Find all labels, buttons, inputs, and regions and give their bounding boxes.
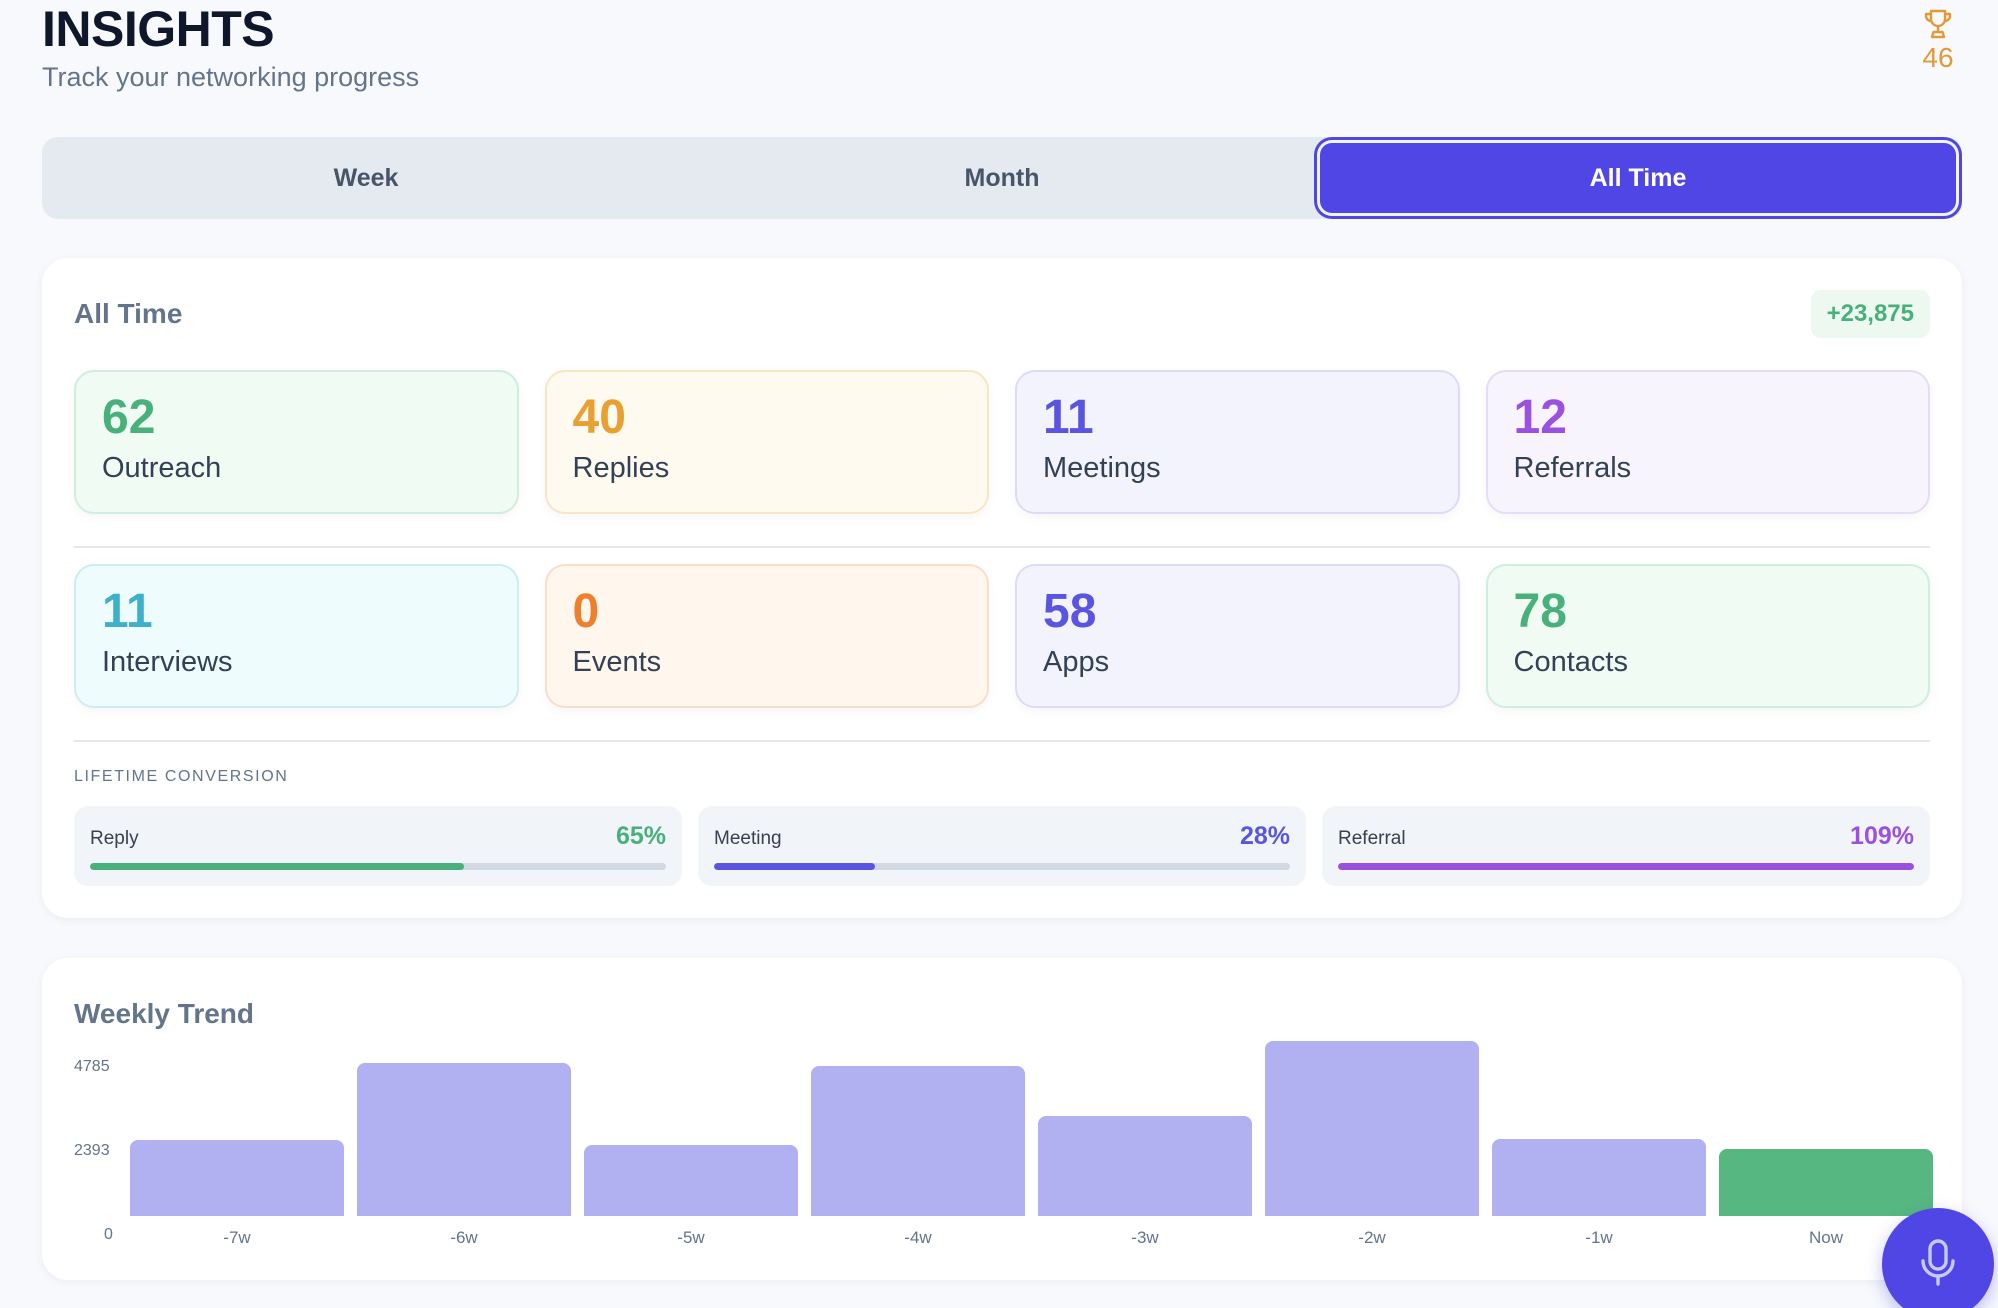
stat-label: Interviews bbox=[102, 646, 233, 678]
conversion-fill bbox=[1338, 863, 1914, 870]
stat-label: Contacts bbox=[1513, 646, 1628, 678]
conversion-label: Reply bbox=[90, 828, 139, 849]
chart-bar[interactable] bbox=[130, 1140, 344, 1216]
stat-value: 11 bbox=[1043, 391, 1094, 444]
stat-label: Replies bbox=[572, 452, 670, 484]
chart-title: Weekly Trend bbox=[74, 998, 255, 1029]
chart-bar[interactable] bbox=[811, 1066, 1025, 1216]
conversion-track bbox=[714, 863, 1290, 870]
page-title: INSIGHTS bbox=[42, 1, 275, 57]
tab-month[interactable]: Month bbox=[964, 163, 1040, 192]
stat-value: 40 bbox=[572, 391, 626, 444]
period-tabs: Week Month All Time bbox=[42, 137, 1962, 219]
microphone-icon bbox=[1918, 1237, 1958, 1292]
weekly-trend-chart: 4785 2393 0 -7w -6w -5w -4w -3w -2w -1w Now bbox=[42, 958, 1962, 1280]
chart-bar[interactable] bbox=[1719, 1149, 1933, 1216]
stat-card-referrals[interactable]: 12 Referrals bbox=[1485, 370, 1930, 514]
x-tick-label: Now bbox=[1808, 1228, 1843, 1247]
stat-card-apps[interactable]: 58 Apps bbox=[1015, 564, 1460, 708]
stat-label: Outreach bbox=[102, 452, 222, 484]
stat-label: Apps bbox=[1043, 646, 1110, 678]
x-tick-label: -6w bbox=[450, 1228, 478, 1247]
tab-all-time[interactable]: All Time bbox=[1320, 143, 1956, 213]
conversion-heading: LIFETIME CONVERSION bbox=[74, 768, 289, 785]
conversion-track bbox=[1338, 863, 1914, 870]
stat-card-contacts[interactable]: 78 Contacts bbox=[1485, 564, 1930, 708]
stat-label: Referrals bbox=[1513, 452, 1632, 484]
divider bbox=[74, 546, 1930, 548]
conversion-label: Referral bbox=[1338, 828, 1406, 849]
chart-bar[interactable] bbox=[357, 1063, 571, 1216]
conversion-label: Meeting bbox=[714, 828, 782, 849]
trophy-badge[interactable]: 46 bbox=[1916, 8, 1960, 74]
chart-bar[interactable] bbox=[1492, 1139, 1706, 1216]
tab-week[interactable]: Week bbox=[333, 163, 399, 192]
trophy-count: 46 bbox=[1922, 42, 1954, 73]
stat-value: 58 bbox=[1043, 585, 1097, 638]
conversion-fill bbox=[90, 863, 465, 870]
trophy-icon bbox=[1916, 8, 1960, 40]
stat-card-replies[interactable]: 40 Replies bbox=[544, 370, 989, 514]
stat-label: Events bbox=[572, 646, 662, 678]
y-tick-label: 2393 bbox=[74, 1142, 110, 1159]
summary-card: All Time +23,875 62 Outreach 40 Replies … bbox=[42, 258, 1962, 918]
page-header: INSIGHTS Track your networking progress … bbox=[42, 0, 1962, 100]
stat-value: 0 bbox=[572, 585, 600, 638]
conversion-referral: Referral 109% bbox=[1322, 806, 1930, 886]
stat-row: 11 Interviews 0 Events 58 Apps 78 Contac… bbox=[74, 564, 1930, 708]
x-tick-label: -5w bbox=[677, 1228, 705, 1247]
conversion-reply: Reply 65% bbox=[74, 806, 682, 886]
chart-bar[interactable] bbox=[1265, 1041, 1479, 1216]
weekly-trend-card: Weekly Trend 4785 2393 0 -7w -6w -5w -4w -3w… bbox=[42, 958, 1962, 1280]
microphone-button[interactable] bbox=[1882, 1208, 1994, 1308]
stat-row: 62 Outreach 40 Replies 11 Meetings 12 Re… bbox=[74, 370, 1930, 514]
conversion-percent: 65% bbox=[615, 822, 666, 850]
chart-bar[interactable] bbox=[584, 1145, 798, 1216]
x-tick-label: -1w bbox=[1585, 1228, 1613, 1247]
stat-value: 62 bbox=[102, 391, 156, 444]
summary-title: All Time bbox=[74, 298, 183, 329]
x-tick-label: -3w bbox=[1131, 1228, 1159, 1247]
page-subtitle: Track your networking progress bbox=[42, 62, 420, 92]
conversion-percent: 109% bbox=[1850, 822, 1914, 850]
stat-card-meetings[interactable]: 11 Meetings bbox=[1015, 370, 1460, 514]
y-tick-label: 4785 bbox=[74, 1058, 110, 1075]
delta-badge: +23,875 bbox=[1810, 290, 1930, 338]
stat-card-interviews[interactable]: 11 Interviews bbox=[74, 564, 519, 708]
conversion-row: Reply 65% Meeting 28% Referral 109% bbox=[74, 806, 1930, 886]
conversion-fill bbox=[714, 863, 876, 870]
y-tick-label: 0 bbox=[104, 1226, 113, 1243]
stat-value: 11 bbox=[102, 585, 153, 638]
x-tick-label: -7w bbox=[223, 1228, 251, 1247]
x-tick-label: -2w bbox=[1358, 1228, 1386, 1247]
stat-card-outreach[interactable]: 62 Outreach bbox=[74, 370, 519, 514]
chart-bar[interactable] bbox=[1038, 1116, 1252, 1216]
stat-value: 78 bbox=[1513, 585, 1567, 638]
stat-value: 12 bbox=[1513, 391, 1567, 444]
stat-card-events[interactable]: 0 Events bbox=[544, 564, 989, 708]
conversion-percent: 28% bbox=[1239, 822, 1290, 850]
divider bbox=[74, 740, 1930, 742]
conversion-track bbox=[90, 863, 666, 870]
x-tick-label: -4w bbox=[904, 1228, 932, 1247]
conversion-meeting: Meeting 28% bbox=[698, 806, 1306, 886]
stat-label: Meetings bbox=[1043, 452, 1161, 484]
